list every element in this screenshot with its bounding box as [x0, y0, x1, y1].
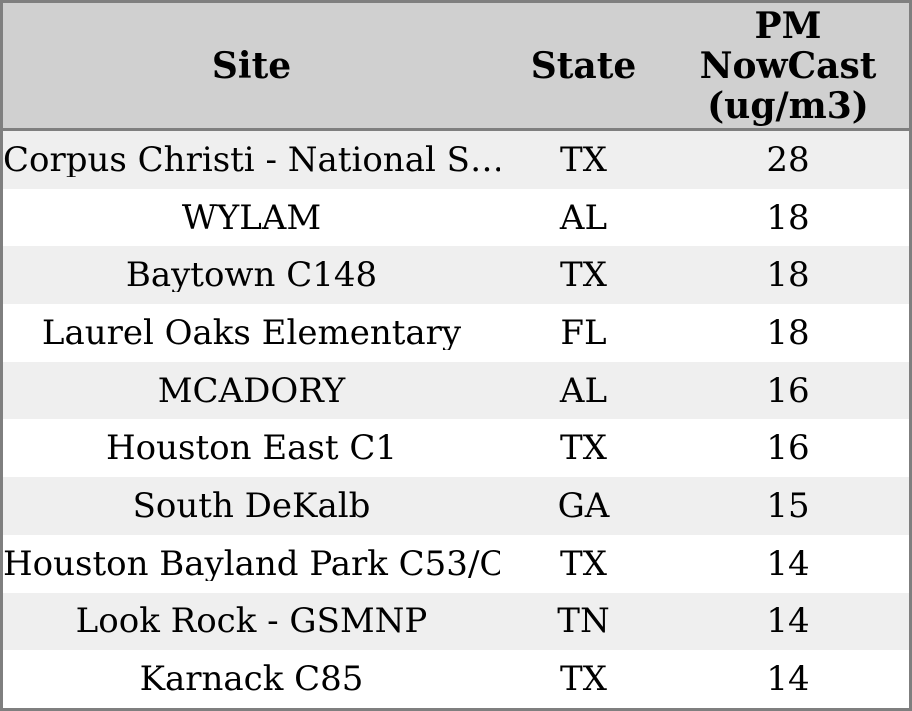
pm-nowcast-cell: 18	[766, 200, 810, 235]
state-cell: TX	[560, 431, 607, 466]
state-cell: TN	[557, 604, 610, 639]
state-cell: FL	[560, 315, 607, 350]
pm-nowcast-cell: 14	[766, 662, 810, 697]
table-row: Baytown C148 TX 18	[3, 246, 909, 305]
site-cell: Karnack C85	[139, 662, 364, 697]
site-cell: MCADORY	[157, 373, 346, 408]
state-cell: GA	[557, 488, 610, 523]
pm-nowcast-cell: 18	[766, 315, 810, 350]
column-header-pm-nowcast: PM NowCast (ug/m3)	[667, 6, 909, 126]
state-cell: TX	[560, 142, 607, 177]
state-cell: TX	[560, 258, 607, 293]
site-cell: Laurel Oaks Elementary	[41, 315, 462, 350]
pm-nowcast-cell: 14	[766, 604, 810, 639]
table-row: Corpus Christi - National S… TX 28	[3, 131, 909, 189]
table-row: Look Rock - GSMNP TN 14	[3, 592, 909, 651]
column-header-site: Site	[211, 44, 292, 87]
table-row: South DeKalb GA 15	[3, 477, 909, 535]
table-header-row: Site State PM NowCast (ug/m3)	[3, 3, 909, 131]
table-row: Houston East C1 TX 16	[3, 419, 909, 478]
pm-nowcast-cell: 16	[766, 373, 810, 408]
site-cell: Look Rock - GSMNP	[75, 604, 428, 639]
table-row: Karnack C85 TX 14	[3, 650, 909, 708]
pm-nowcast-cell: 14	[766, 546, 810, 581]
site-cell: Houston Bayland Park C53/C1…	[3, 546, 500, 581]
site-cell: Houston East C1	[106, 431, 397, 466]
pm-nowcast-cell: 16	[766, 431, 810, 466]
table-row: Laurel Oaks Elementary FL 18	[3, 304, 909, 362]
table-row: MCADORY AL 16	[3, 361, 909, 420]
pm-nowcast-cell: 28	[766, 142, 810, 177]
table-row: Houston Bayland Park C53/C1… TX 14	[3, 534, 909, 593]
state-cell: AL	[559, 373, 608, 408]
state-cell: TX	[560, 662, 607, 697]
column-header-state: State	[530, 44, 637, 87]
site-cell: WYLAM	[181, 200, 322, 235]
column-header-pm-nowcast-label: PM NowCast (ug/m3)	[699, 4, 877, 127]
site-cell: Corpus Christi - National S…	[3, 142, 500, 177]
site-cell: Baytown C148	[125, 258, 378, 293]
table-row: WYLAM AL 18	[3, 188, 909, 247]
pm-nowcast-cell: 18	[766, 258, 810, 293]
pm-nowcast-cell: 15	[766, 488, 810, 523]
site-cell: South DeKalb	[132, 488, 371, 523]
state-cell: TX	[560, 546, 607, 581]
state-cell: AL	[559, 200, 608, 235]
table-body: Corpus Christi - National S… TX 28 WYLAM…	[3, 131, 909, 708]
